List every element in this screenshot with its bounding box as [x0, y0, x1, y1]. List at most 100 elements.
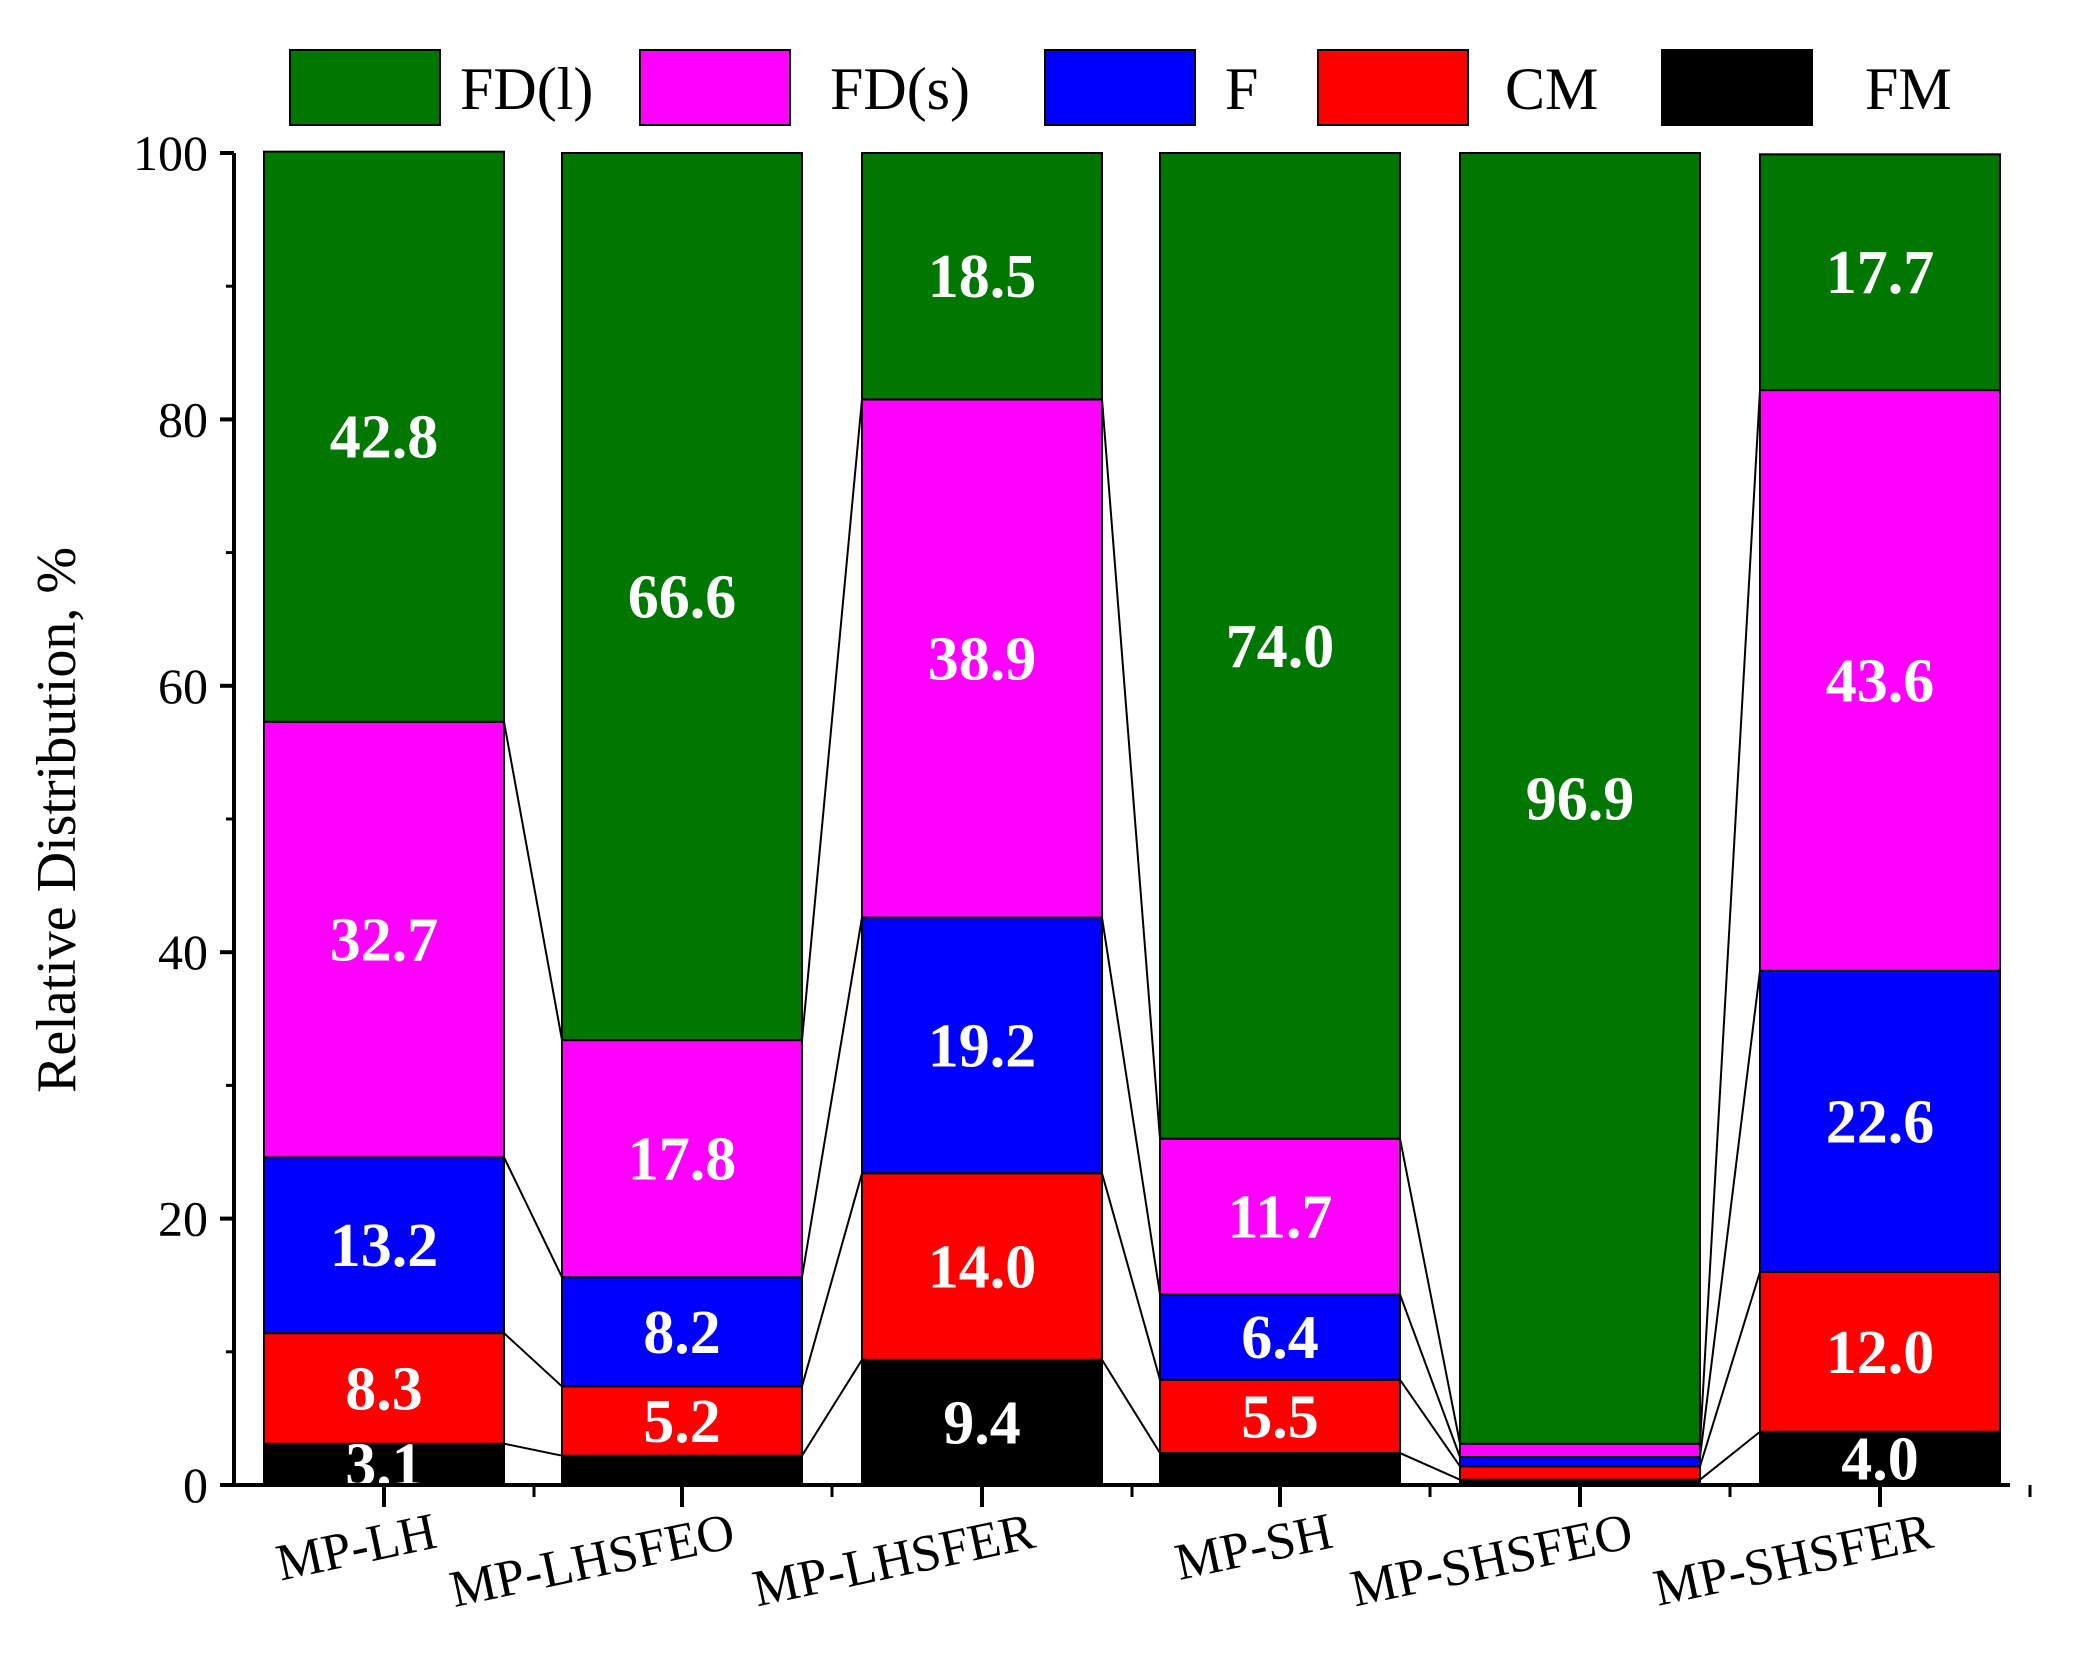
x-category-label: MP-LHSFEO	[445, 1503, 739, 1619]
bar-mp-sh-fds	[1159, 1137, 1401, 1296]
connector-line	[1399, 1294, 1461, 1458]
y-tick-label: 60	[158, 658, 208, 714]
connector-line	[1399, 1452, 1461, 1481]
y-tick-label: 0	[183, 1457, 208, 1513]
connector-line	[1101, 1173, 1161, 1381]
connector-line	[1101, 1359, 1161, 1454]
legend-label: FM	[1865, 56, 1952, 122]
bar-mp-shsfer-fds	[1759, 389, 2001, 972]
x-category-label: MP-LHSFER	[748, 1503, 1040, 1618]
bar-mp-sh-fdl	[1159, 152, 1401, 1140]
y-tick-label: 20	[158, 1191, 208, 1247]
data-label: 66.6	[628, 564, 737, 632]
legend-swatch-f	[1044, 49, 1196, 126]
data-label: 5.2	[643, 1388, 721, 1456]
connector-line	[1699, 1271, 1761, 1467]
connector-line	[801, 1359, 863, 1457]
bar-mp-lhsfer-cm	[861, 1172, 1103, 1361]
data-label: 19.2	[928, 1012, 1037, 1080]
bar-mp-shsfeo-fds	[1459, 1442, 1701, 1459]
y-tick-label: 100	[133, 125, 208, 181]
connector-line	[1699, 970, 1761, 1458]
connector-line	[503, 1156, 563, 1278]
x-category-label: MP-SHSFER	[1649, 1503, 1938, 1618]
data-label: 13.2	[330, 1212, 439, 1280]
bar-mp-lhsfeo-fm	[561, 1454, 803, 1487]
x-category-labels: MP-LH MP-LHSFEO MP-LHSFER MP-SH MP-SHSFEO MP-…	[271, 1485, 2032, 1619]
connector-line	[801, 917, 863, 1278]
data-label: 22.6	[1826, 1088, 1935, 1156]
x-category-label: MP-SHSFEO	[1346, 1503, 1638, 1618]
bar-mp-sh-f	[1159, 1293, 1401, 1381]
data-label: 14.0	[928, 1234, 1037, 1302]
bar-mp-lh-fdl	[263, 150, 505, 723]
data-label: 96.9	[1526, 765, 1635, 833]
connector-line	[503, 1332, 563, 1388]
legend-swatch-cm	[1317, 49, 1469, 126]
data-label: 9.4	[943, 1389, 1021, 1457]
bar-mp-lh-f	[263, 1156, 505, 1335]
data-label: 6.4	[1241, 1304, 1319, 1372]
x-category-label: MP-SH	[1170, 1503, 1337, 1592]
bar-mp-lh-cm	[263, 1332, 505, 1445]
data-label: 18.5	[928, 243, 1037, 311]
bar-mp-shsfeo-fdl	[1459, 152, 1701, 1445]
bar-mp-sh-fm	[1159, 1452, 1401, 1486]
bar-mp-lh-fds	[263, 720, 505, 1159]
x-category-label: MP-LH	[271, 1503, 441, 1592]
data-label: 4.0	[1841, 1425, 1919, 1493]
data-label: 5.5	[1241, 1383, 1319, 1451]
y-tick-label: 80	[158, 391, 208, 447]
data-label: 32.7	[330, 907, 439, 975]
data-label: 42.8	[330, 404, 439, 472]
bar-mp-lhsfeo-f	[561, 1276, 803, 1388]
connector-lines	[503, 390, 1761, 1481]
connector-line	[1101, 399, 1161, 1139]
bar-mp-shsfer-fdl	[1759, 153, 2001, 392]
data-label: 38.9	[928, 625, 1037, 693]
data-label: 43.6	[1826, 647, 1935, 715]
legend-swatch-fm	[1661, 49, 1813, 126]
bar-mp-lhsfeo-fds	[561, 1039, 803, 1279]
data-label: 8.2	[643, 1299, 721, 1367]
bar-mp-shsfeo-f	[1459, 1456, 1701, 1468]
legend: FD(l) FD(s) F CM FM	[289, 49, 1952, 126]
legend-label: FD(l)	[460, 56, 593, 122]
bar-mp-lhsfer-f	[861, 916, 1103, 1175]
data-labels: 3.18.313.232.742.85.28.217.866.69.414.01…	[330, 239, 1935, 1499]
data-label: 74.0	[1226, 613, 1335, 681]
data-label: 12.0	[1826, 1319, 1935, 1387]
legend-label: F	[1225, 56, 1258, 122]
legend-swatch-fdl	[289, 49, 441, 126]
legend-label: CM	[1505, 56, 1598, 122]
bar-mp-lhsfer-fds	[861, 398, 1103, 919]
connector-line	[1101, 917, 1161, 1295]
bar-mp-lhsfer-fm	[861, 1358, 1103, 1486]
data-label: 17.8	[628, 1126, 737, 1194]
bar-mp-lhsfeo-fdl	[561, 152, 803, 1042]
legend-label: FD(s)	[830, 56, 970, 122]
connector-line	[801, 1173, 863, 1387]
bars	[263, 150, 2001, 1487]
y-ticks: 0 20 40 60 80 100	[133, 125, 234, 1513]
bar-mp-sh-cm	[1159, 1378, 1401, 1455]
connector-line	[1699, 1430, 1761, 1481]
data-label: 8.3	[345, 1355, 423, 1423]
bar-mp-shsfer-cm	[1759, 1270, 2001, 1433]
bar-mp-shsfeo-cm	[1459, 1465, 1701, 1481]
connector-line	[1399, 1138, 1461, 1444]
y-axis-title: Relative Distribution, %	[26, 547, 88, 1093]
bar-mp-lhsfer-fdl	[861, 152, 1103, 401]
connector-line	[1399, 1379, 1461, 1467]
connector-line	[503, 721, 563, 1041]
data-label: 11.7	[1227, 1184, 1332, 1252]
data-label: 17.7	[1826, 239, 1935, 307]
connector-line	[503, 1442, 563, 1457]
legend-swatch-fds	[639, 49, 791, 126]
y-tick-label: 40	[158, 924, 208, 980]
connector-line	[1699, 390, 1761, 1444]
connector-line	[801, 399, 863, 1041]
bar-mp-shsfer-f	[1759, 969, 2001, 1273]
bar-mp-lhsfeo-cm	[561, 1385, 803, 1457]
